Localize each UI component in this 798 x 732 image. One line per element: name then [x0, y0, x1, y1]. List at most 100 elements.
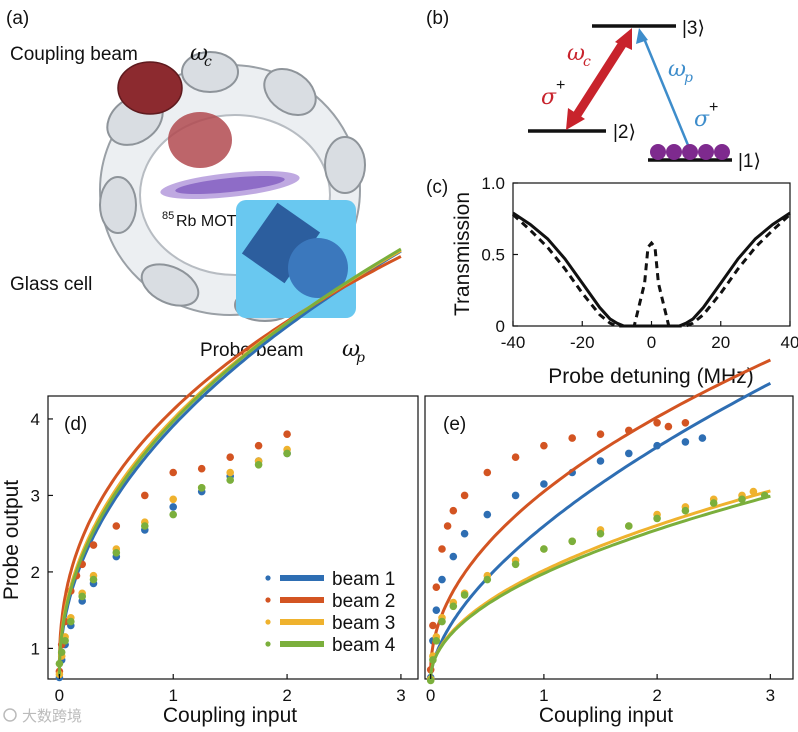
x-tick-label: 20 [711, 333, 730, 352]
beam-1-data-point [625, 449, 633, 458]
beam-2-data-point [460, 491, 469, 500]
mot-cloud [160, 171, 300, 199]
sigma-c-symbol: σ [541, 85, 557, 110]
beam-2-data-point [653, 419, 661, 427]
beam-1-data-point [540, 480, 548, 488]
beam-3-data-point [169, 495, 177, 504]
panel-c-label: (c) [426, 177, 448, 198]
beam-1-data-point [596, 457, 605, 465]
beam-2-data-point [664, 422, 673, 431]
beam-4-data-point [460, 591, 469, 599]
beam-2-data-point [169, 468, 177, 477]
panel-d-ylabel: Probe output [0, 480, 23, 600]
beam-4-data-point [653, 514, 661, 523]
watermark: 大数跨境 [3, 707, 82, 725]
x-tick-label: 3 [396, 686, 405, 705]
panel-e-axes-box [424, 395, 794, 680]
probe-transition-arrow [636, 28, 692, 151]
y-tick-label: 4 [31, 410, 40, 429]
beam-2-data-point [681, 419, 690, 427]
atom-population [650, 144, 730, 160]
beam-4-data-point [596, 529, 605, 538]
legend-label: beam 1 [332, 569, 395, 590]
beam-4-data-point [540, 545, 548, 553]
beam-2-data-point [226, 453, 234, 462]
x-tick-label: 1 [539, 686, 548, 705]
panel-c-axes-box [512, 182, 791, 327]
panel-e-chart: (e) 0 1 2 3 Coupling input [424, 358, 794, 727]
beam-4-data-point [709, 499, 718, 507]
beam-1-data-point [460, 529, 469, 538]
beam-4-fit-curve [57, 247, 402, 676]
beam-4-data-point [625, 522, 633, 530]
beam-4-fit-curve [429, 494, 771, 679]
beam-4-data-point [141, 522, 149, 530]
mot-superscript: 85 [162, 210, 174, 222]
beam-2-data-point [438, 545, 446, 553]
beam-1-data-point [681, 438, 690, 446]
beam-4-data-point [61, 637, 69, 645]
panel-c-series-group [511, 211, 792, 328]
beam-2-data-point [443, 522, 452, 530]
y-tick-label: 1.0 [481, 174, 505, 193]
panel-c-ylabel: Transmission [451, 192, 474, 316]
x-tick-label: -20 [570, 333, 595, 352]
x-tick-label: 40 [781, 333, 798, 352]
beam-4-data-point [89, 575, 98, 584]
panel-b-label: (b) [426, 8, 449, 29]
beam-4-data-point [169, 510, 177, 519]
x-tick-label: 1 [168, 686, 177, 705]
panel-d-ticks-group: 0 1 2 3 1 2 3 4 [31, 410, 406, 705]
beam-4-data-point [78, 592, 86, 601]
omega-c-symbol: ω [567, 41, 585, 66]
y-tick-label: 0.5 [481, 246, 505, 265]
legend-label: beam 4 [332, 635, 396, 656]
beam-4-data-point [483, 575, 492, 584]
panel-e-xlabel: Coupling input [539, 704, 673, 727]
beam-4-data-point [55, 659, 64, 668]
beam-1-data-point [698, 434, 707, 442]
beam-2-data-point [254, 441, 263, 450]
beam-4-data-point [568, 537, 576, 546]
beam-1-data-point [449, 552, 458, 561]
panel-e-ticks-group: 0 1 2 3 [426, 674, 775, 705]
panel-b: (b) |3⟩ |2⟩ |1⟩ ω c σ + ω p [426, 8, 761, 172]
x-tick-label: 2 [652, 686, 661, 705]
beam-4-data-point [226, 476, 234, 484]
legend-marker-dot [265, 619, 271, 625]
panel-e-series-group [426, 358, 772, 685]
beam-1-data-point [169, 503, 177, 511]
x-tick-label: 3 [766, 686, 775, 705]
beam-2-data-point [596, 430, 605, 439]
beam-2-data-point [483, 468, 492, 477]
beam-4-data-point [511, 560, 520, 569]
beam-3-data-point [226, 468, 234, 477]
legend-marker-dot [265, 597, 271, 603]
legend-marker-dot [265, 641, 271, 647]
beam-2-data-point [449, 506, 458, 515]
legend-label: beam 3 [332, 613, 395, 634]
glass-cell-label: Glass cell [10, 274, 92, 295]
beam-4-data-point [57, 648, 66, 656]
beam-1-data-point [653, 441, 661, 450]
coupling-beam-label: Coupling beam [10, 44, 138, 65]
beam-2-data-point [429, 621, 437, 630]
x-tick-label: -40 [501, 333, 526, 352]
glass-cell-illustration [99, 51, 366, 322]
mot-label: Rb MOT [176, 213, 237, 230]
panel-d-label: (d) [64, 414, 87, 435]
probe-omega-symbol: ω [342, 337, 360, 362]
beam-4-data-point [197, 484, 206, 492]
watermark-text: 大数跨境 [22, 707, 82, 725]
probe-omega-sub: p [356, 350, 365, 366]
beam-2-fit-curve [429, 358, 772, 672]
x-tick-label: 0 [55, 686, 64, 705]
sigma-c-sup: + [556, 77, 565, 94]
panel-e-label: (e) [443, 414, 466, 435]
legend-label: beam 2 [332, 591, 395, 612]
panel-c-ticks-group: -40 -20 0 20 40 0 0.5 1.0 [481, 174, 798, 352]
panel-c-chart: (c) -40 -20 0 20 40 0 0.5 1.0 Probe detuning (M… [426, 174, 798, 388]
beam-3-data-point [749, 487, 758, 496]
